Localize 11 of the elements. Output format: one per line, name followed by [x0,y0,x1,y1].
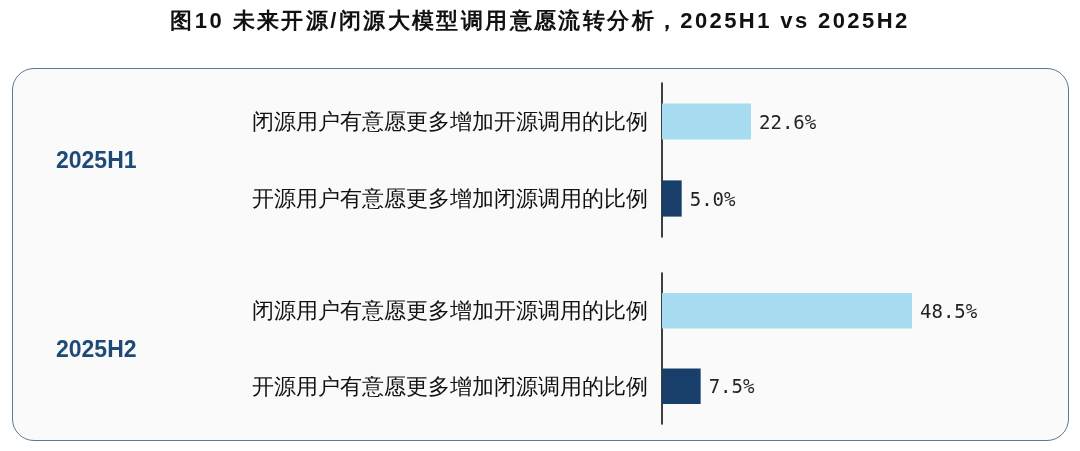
data-label: 5.0% [689,187,737,210]
y-tick-label: 闭源用户有意愿更多增加开源调用的比例 [252,109,648,134]
y-tick-label: 开源用户有意愿更多增加闭源调用的比例 [252,373,648,399]
y-axis-title: 2025H1 [56,146,137,174]
y-tick-label: 闭源用户有意愿更多增加开源调用的比例 [252,298,648,324]
y-tick-label: 开源用户有意愿更多增加闭源调用的比例 [252,186,648,211]
data-label: 7.5% [708,375,755,398]
data-label: 48.5% [920,299,978,322]
data-label: 22.6% [759,110,817,133]
chart-title: 图10 未来开源/闭源大模型调用意愿流转分析，2025H1 vs 2025H2 [169,7,911,35]
y-axis-title: 2025H2 [56,335,137,362]
